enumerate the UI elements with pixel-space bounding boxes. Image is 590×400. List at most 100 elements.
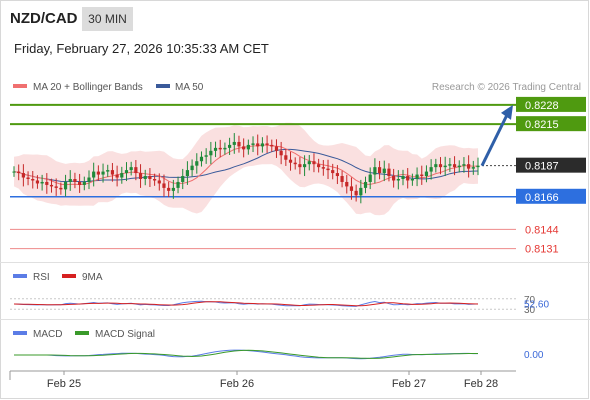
macd-line (14, 349, 478, 360)
candle-body (157, 180, 161, 184)
candle-body (335, 173, 339, 177)
candle-body (162, 183, 166, 188)
candle-body (434, 164, 438, 168)
candle-body (256, 143, 260, 147)
candle-body (185, 170, 190, 177)
candle-body (302, 164, 307, 168)
candle-body (462, 164, 466, 166)
candle-body (307, 161, 311, 165)
candle-body (31, 179, 35, 181)
candle-body (209, 150, 213, 156)
candle-body (270, 144, 274, 147)
candle-body (448, 164, 452, 166)
candle-body (124, 170, 129, 174)
macd-signal-legend-label: MACD Signal (95, 329, 155, 340)
projection-arrow-head (501, 104, 513, 120)
candle-body (45, 181, 49, 185)
candle-body (78, 181, 82, 185)
candle-body (96, 171, 100, 175)
candle-body (284, 155, 288, 160)
level-label-0.8187: 0.8187 (525, 161, 559, 173)
candle-body (218, 147, 222, 150)
candle-body (401, 176, 405, 179)
candle-body (21, 173, 25, 178)
candle-body (265, 143, 269, 145)
candle-body (101, 171, 105, 175)
ma20-legend-swatch (13, 84, 27, 88)
candle-body (92, 171, 96, 178)
candle-body (40, 181, 44, 184)
candle-body (73, 179, 77, 182)
candle-body (471, 167, 475, 169)
x-tick-label: Feb 27 (392, 378, 426, 390)
candle-body (279, 150, 283, 156)
projection-arrow-shaft (480, 112, 510, 167)
level-box-0.8166 (516, 188, 586, 204)
rsi-legend-swatch (13, 274, 27, 278)
candle-body (420, 174, 424, 177)
candle-body (429, 167, 433, 172)
ma20-legend-label: MA 20 + Bollinger Bands (33, 82, 143, 93)
candle-body (406, 176, 410, 181)
candle-body (246, 144, 250, 150)
candle-body (190, 165, 194, 171)
macd-signal-line (14, 349, 478, 359)
candle-body (82, 181, 86, 185)
ma50-legend-label: MA 50 (175, 82, 204, 93)
candle-body (410, 179, 414, 181)
candle-body (321, 167, 325, 169)
macd-legend-label: MACD (33, 329, 62, 340)
candle-body (232, 141, 236, 145)
candle-body (363, 181, 368, 188)
candle-body (368, 174, 372, 182)
rsi-level-label: 30 (524, 305, 536, 316)
x-tick-label: Feb 26 (220, 378, 254, 390)
candle-body (317, 164, 321, 168)
level-label-0.8166: 0.8166 (525, 192, 559, 204)
candle-body (237, 141, 241, 147)
candle-body (143, 176, 147, 179)
candle-body (312, 161, 316, 165)
candle-body (242, 146, 246, 150)
candle-body (349, 186, 354, 191)
candle-body (345, 181, 349, 187)
candle-body (424, 171, 429, 177)
level-label-0.8215: 0.8215 (525, 119, 559, 131)
candle-body (387, 168, 391, 177)
candle-body (12, 171, 16, 173)
candle-body (223, 147, 227, 150)
candle-body (227, 144, 232, 148)
rsi-legend-label: RSI (33, 272, 50, 283)
level-box-0.8187 (516, 157, 586, 173)
candle-body (63, 181, 68, 190)
level-box-0.8215 (516, 116, 586, 132)
candle-body (54, 186, 58, 188)
candle-body (354, 190, 358, 196)
candle-body (134, 167, 138, 174)
bollinger-band (14, 122, 478, 216)
candle-body (457, 165, 461, 168)
copyright-label: Research © 2026 Trading Central (432, 82, 581, 93)
candle-body (415, 174, 419, 179)
timeframe-badge[interactable]: 30 MIN (82, 7, 133, 31)
candle-body (443, 165, 447, 168)
candle-body (49, 184, 54, 187)
pair-title: NZD/CAD (10, 10, 78, 27)
candle-body (106, 170, 110, 172)
level-label-0.8228: 0.8228 (525, 100, 559, 112)
candle-body (181, 176, 185, 182)
candle-body (359, 187, 363, 196)
rsi-level-label: 70 (524, 295, 536, 306)
candle-body (396, 179, 400, 181)
rsi-line (13, 300, 479, 307)
candle-body (199, 156, 204, 162)
ma50-legend-swatch (156, 84, 170, 88)
candle-body (68, 179, 72, 182)
candle-body (392, 176, 396, 181)
rsi-ma-line (13, 301, 479, 307)
candle-body (129, 167, 133, 171)
candle-body (452, 164, 457, 168)
candle-body (120, 173, 124, 178)
candle-body (326, 168, 330, 171)
